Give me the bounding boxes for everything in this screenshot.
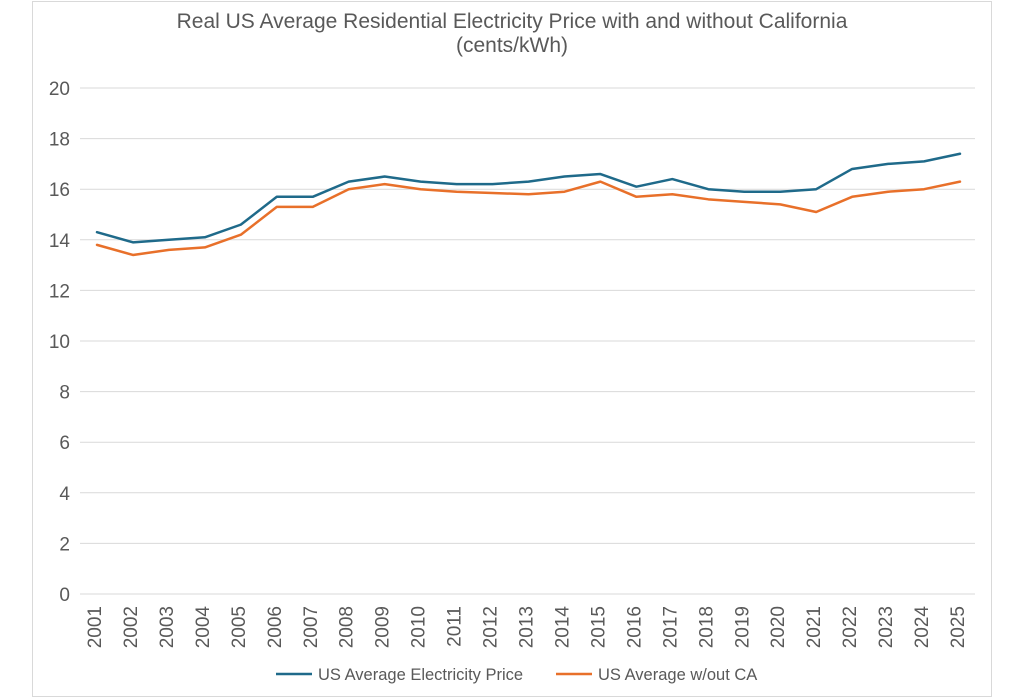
svg-text:2: 2 [59, 534, 70, 555]
svg-text:2017: 2017 [660, 606, 681, 648]
svg-text:2025: 2025 [948, 606, 969, 648]
svg-text:2020: 2020 [768, 606, 789, 648]
svg-text:2010: 2010 [409, 606, 430, 648]
svg-text:2003: 2003 [157, 606, 178, 648]
svg-text:2012: 2012 [481, 606, 502, 648]
svg-text:2015: 2015 [588, 606, 609, 648]
svg-text:2021: 2021 [804, 606, 825, 648]
svg-text:US Average w/out CA: US Average w/out CA [598, 666, 757, 684]
svg-text:2006: 2006 [265, 606, 286, 648]
svg-text:2014: 2014 [552, 606, 573, 649]
svg-text:2016: 2016 [624, 606, 645, 648]
svg-text:20: 20 [49, 79, 70, 100]
svg-text:12: 12 [49, 281, 70, 302]
svg-text:2001: 2001 [85, 606, 106, 648]
svg-text:2013: 2013 [517, 606, 538, 648]
svg-text:2008: 2008 [337, 606, 358, 648]
svg-text:14: 14 [49, 231, 71, 252]
svg-text:0: 0 [59, 585, 70, 606]
svg-text:2011: 2011 [445, 606, 466, 647]
svg-text:2024: 2024 [912, 606, 933, 649]
svg-text:2005: 2005 [229, 606, 250, 648]
svg-text:2018: 2018 [696, 606, 717, 648]
svg-text:4: 4 [59, 484, 70, 505]
svg-text:2022: 2022 [840, 606, 861, 648]
svg-text:2004: 2004 [193, 606, 214, 649]
svg-text:18: 18 [49, 130, 70, 151]
svg-text:2002: 2002 [121, 606, 142, 648]
svg-text:6: 6 [59, 433, 70, 454]
svg-text:2009: 2009 [373, 606, 394, 648]
svg-text:2019: 2019 [732, 606, 753, 648]
svg-text:2023: 2023 [876, 606, 897, 648]
svg-text:US Average Electricity Price: US Average Electricity Price [318, 666, 523, 684]
svg-text:10: 10 [49, 332, 70, 353]
svg-text:8: 8 [59, 383, 70, 404]
svg-text:2007: 2007 [301, 606, 322, 648]
svg-text:16: 16 [49, 180, 70, 201]
